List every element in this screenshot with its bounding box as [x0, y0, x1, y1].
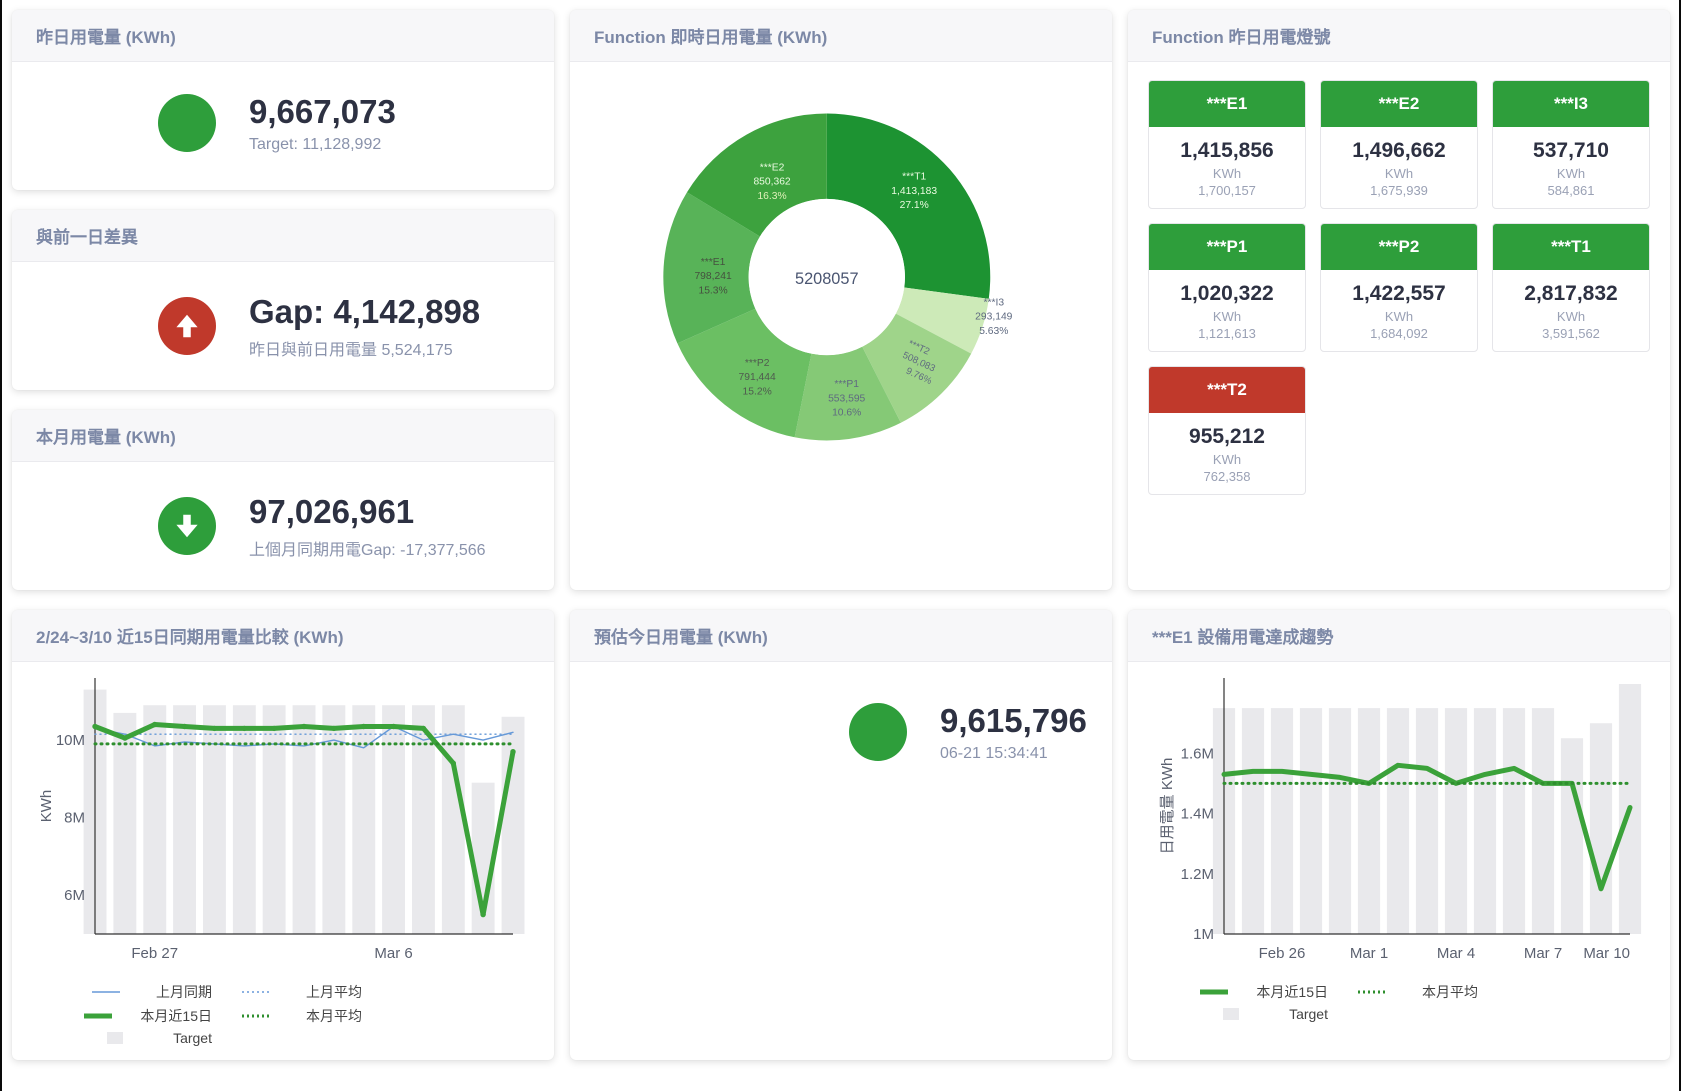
svg-text:553,595: 553,595	[828, 393, 865, 404]
svg-text:Mar 6: Mar 6	[374, 945, 412, 962]
svg-text:1.2M: 1.2M	[1181, 866, 1214, 883]
svg-text:Mar 1: Mar 1	[1350, 945, 1388, 962]
svg-text:KWh: KWh	[38, 790, 55, 823]
svg-text:Mar 10: Mar 10	[1583, 945, 1630, 962]
svg-text:16.3%: 16.3%	[757, 191, 786, 202]
svg-text:***T1: ***T1	[902, 172, 926, 183]
svg-text:293,149: 293,149	[975, 312, 1012, 323]
svg-text:***I3: ***I3	[983, 297, 1004, 308]
svg-text:10.6%: 10.6%	[832, 408, 861, 419]
svg-text:10M: 10M	[56, 732, 85, 749]
svg-text:798,241: 798,241	[694, 271, 731, 282]
svg-text:***P1: ***P1	[834, 379, 859, 390]
svg-text:15.2%: 15.2%	[743, 386, 772, 397]
svg-text:6M: 6M	[64, 887, 85, 904]
svg-text:5208057: 5208057	[795, 270, 859, 288]
svg-text:1,413,183: 1,413,183	[891, 186, 937, 197]
svg-text:Mar 4: Mar 4	[1437, 945, 1475, 962]
svg-text:1.6M: 1.6M	[1181, 745, 1214, 762]
svg-text:791,444: 791,444	[739, 372, 776, 383]
svg-text:***P2: ***P2	[745, 358, 770, 369]
svg-text:15.3%: 15.3%	[698, 285, 727, 296]
svg-text:日用電量 KWh: 日用電量 KWh	[1159, 758, 1176, 855]
svg-text:8M: 8M	[64, 810, 85, 827]
svg-text:***E2: ***E2	[760, 162, 785, 173]
svg-text:27.1%: 27.1%	[900, 200, 929, 211]
svg-text:Mar 7: Mar 7	[1524, 945, 1562, 962]
svg-text:1M: 1M	[1193, 926, 1214, 943]
svg-text:Feb 26: Feb 26	[1259, 945, 1306, 962]
svg-text:***E1: ***E1	[701, 257, 726, 268]
svg-text:5.63%: 5.63%	[979, 326, 1008, 337]
svg-text:Feb 27: Feb 27	[131, 945, 178, 962]
svg-text:1.4M: 1.4M	[1181, 806, 1214, 823]
svg-text:850,362: 850,362	[753, 177, 790, 188]
